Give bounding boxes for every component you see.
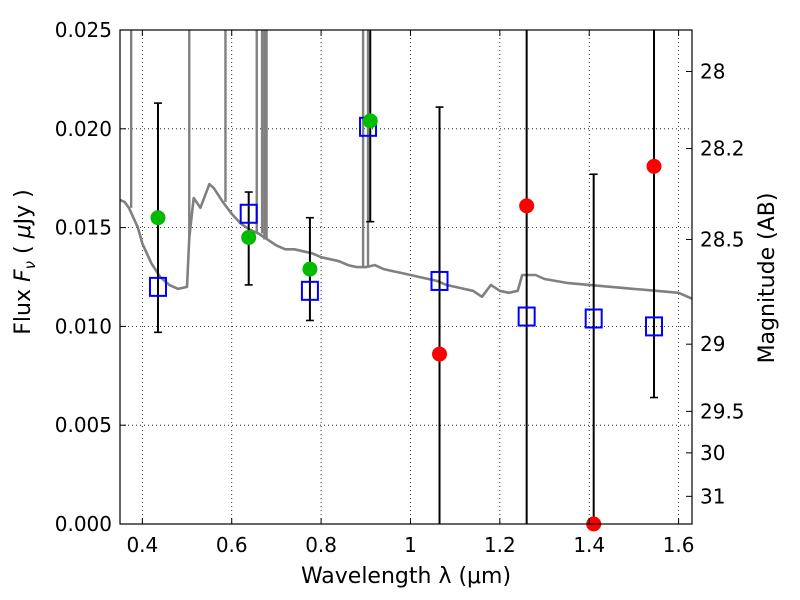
y2-tick-label: 29	[700, 332, 725, 356]
model-flux-square	[584, 308, 603, 329]
y2-tick-label: 31	[700, 484, 725, 508]
model-flux-square	[148, 276, 167, 297]
model-flux-square	[239, 203, 258, 224]
y2-tick-label: 28.2	[700, 137, 745, 161]
y-axis-label-unit-mu: μ	[11, 224, 36, 239]
model-spectrum	[119, 30, 693, 300]
observed-flux-point	[362, 113, 378, 129]
model-flux-square	[300, 280, 319, 301]
observed-flux-point	[302, 261, 318, 277]
y-axis-label: Flux Fν ( μJy )	[11, 189, 39, 334]
x-tick-label: 1.6	[663, 533, 695, 557]
x-axis-label: Wavelength λ (μm)	[301, 564, 511, 589]
model-flux-square	[645, 316, 664, 337]
model-flux-square	[517, 306, 536, 327]
axis-ticks: 0.4 0.6 0.8 1 1.2 1.4 1.6 0.000 0.005 0.010 0.015 0…	[55, 18, 745, 557]
y-axis-label-unit-rest: Jy )	[11, 189, 36, 226]
x-tick-label: 1	[404, 533, 417, 557]
y-tick-label: 0.010	[55, 314, 112, 338]
x-tick-label: 0.4	[126, 533, 158, 557]
error-bars	[153, 30, 659, 524]
y-tick-label: 0.005	[55, 413, 112, 437]
y-tick-label: 0.025	[55, 18, 112, 42]
data-markers	[148, 113, 664, 532]
y-axis-label-subscript: ν	[21, 261, 39, 269]
y-axis-label-prefix: Flux	[11, 282, 36, 335]
model-flux-square	[430, 270, 449, 291]
observed-flux-point	[646, 158, 662, 174]
x-tick-label: 1.4	[573, 533, 605, 557]
y2-tick-label: 29.5	[700, 399, 745, 423]
y2-axis-label: Magnitude (AB)	[755, 193, 780, 364]
y-axis-label-symbol: F	[11, 269, 36, 282]
grid	[120, 29, 692, 525]
plot-area-frame	[119, 29, 693, 525]
y-tick-label: 0.015	[55, 216, 112, 240]
y-tick-label: 0.020	[55, 117, 112, 141]
y-axis-label-unit-open: (	[11, 238, 36, 261]
y2-tick-label: 28	[700, 59, 725, 83]
observed-flux-point	[241, 229, 257, 245]
observed-flux-point	[432, 346, 448, 362]
observed-flux-point	[519, 198, 535, 214]
x-tick-label: 1.2	[484, 533, 516, 557]
x-tick-label: 0.6	[216, 533, 248, 557]
y-tick-label: 0.000	[55, 512, 112, 536]
x-tick-label: 0.8	[305, 533, 337, 557]
observed-flux-point	[150, 210, 166, 226]
y2-tick-label: 30	[700, 441, 725, 465]
y2-tick-label: 28.5	[700, 227, 745, 251]
spectrum-line	[119, 182, 693, 300]
